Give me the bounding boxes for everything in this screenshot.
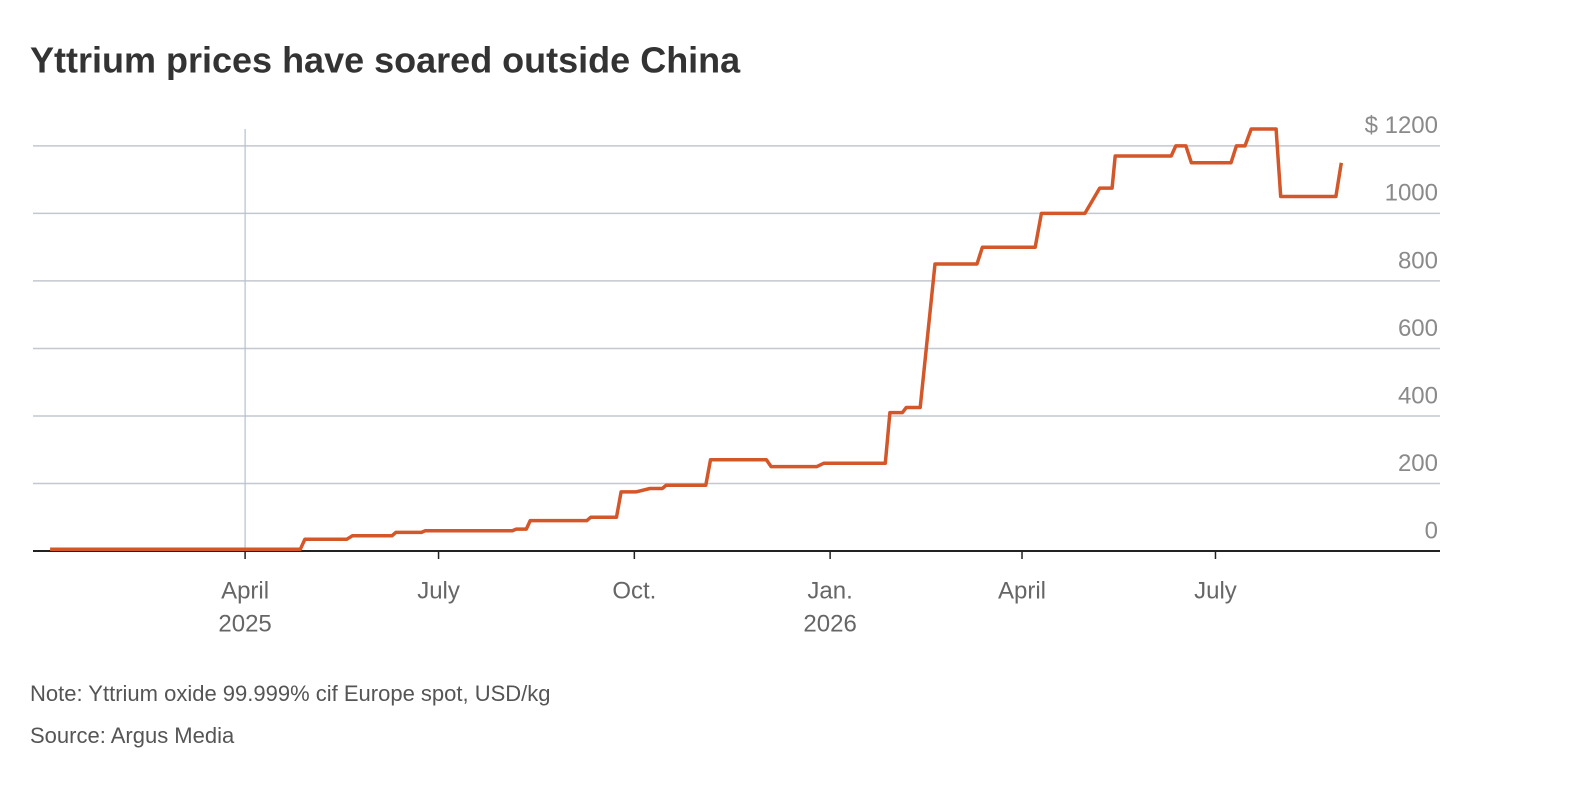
x-tick-label: July	[1194, 577, 1237, 604]
y-tick-label: 0	[1425, 517, 1438, 544]
y-tick-label: 200	[1398, 450, 1438, 477]
price-line	[50, 127, 1344, 552]
y-tick-label: 1000	[1385, 180, 1438, 207]
note: Note: Yttrium oxide 99.999% cif Europe s…	[30, 681, 551, 706]
x-tick-label: Oct.	[612, 577, 656, 604]
y-tick-label: 800	[1398, 247, 1438, 274]
x-tick-label: April	[998, 577, 1046, 604]
chart-title: Yttrium prices have soared outside China	[30, 40, 741, 81]
x-tick-label: July	[417, 577, 460, 604]
y-tick-label: $ 1200	[1365, 112, 1438, 139]
x-tick-label: April	[221, 577, 269, 604]
y-tick-label: 400	[1398, 382, 1438, 409]
y-tick-label: 600	[1398, 315, 1438, 342]
x-tick-label: 2025	[218, 610, 271, 637]
x-tick-label: Jan.	[807, 577, 852, 604]
x-tick-label: 2026	[803, 610, 856, 637]
source: Source: Argus Media	[30, 723, 235, 748]
